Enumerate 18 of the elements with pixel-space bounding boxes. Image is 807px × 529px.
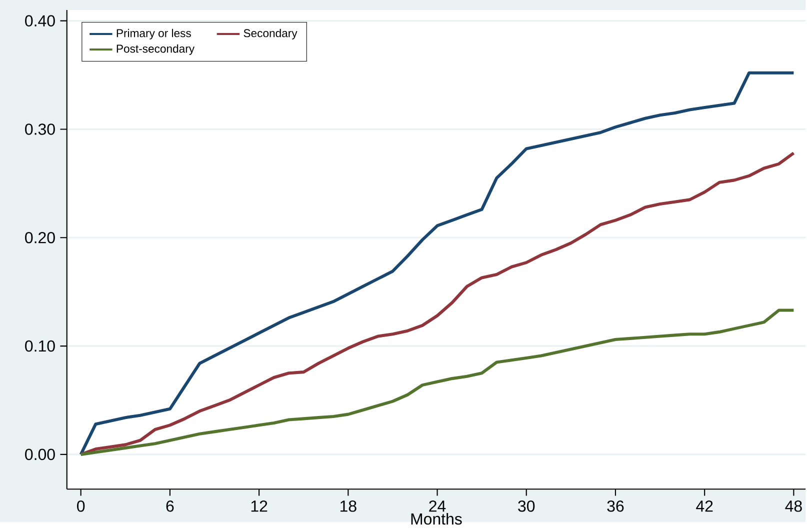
x-tick-label: 30 — [518, 500, 535, 512]
x-tick-label: 48 — [785, 500, 802, 512]
legend-label: Post-secondary — [116, 44, 195, 55]
y-tick-label: 0.20 — [25, 232, 55, 244]
x-tick-label: 42 — [696, 500, 713, 512]
y-tick-label: 0.00 — [25, 448, 55, 460]
x-axis-title: Months — [411, 512, 462, 525]
x-tick-label: 6 — [166, 500, 174, 512]
x-tick-label: 18 — [340, 500, 356, 512]
y-tick-label: 0.10 — [25, 340, 55, 352]
x-tick-label: 24 — [429, 500, 446, 512]
y-tick-label: 0.30 — [25, 124, 55, 135]
legend-label: Secondary — [244, 28, 298, 40]
x-tick-label: 12 — [251, 500, 268, 512]
legend-label: Primary or less — [116, 28, 191, 40]
x-tick-label: 0 — [77, 500, 85, 512]
x-tick-label: 36 — [607, 500, 624, 512]
y-tick-label: 0.40 — [25, 15, 55, 26]
